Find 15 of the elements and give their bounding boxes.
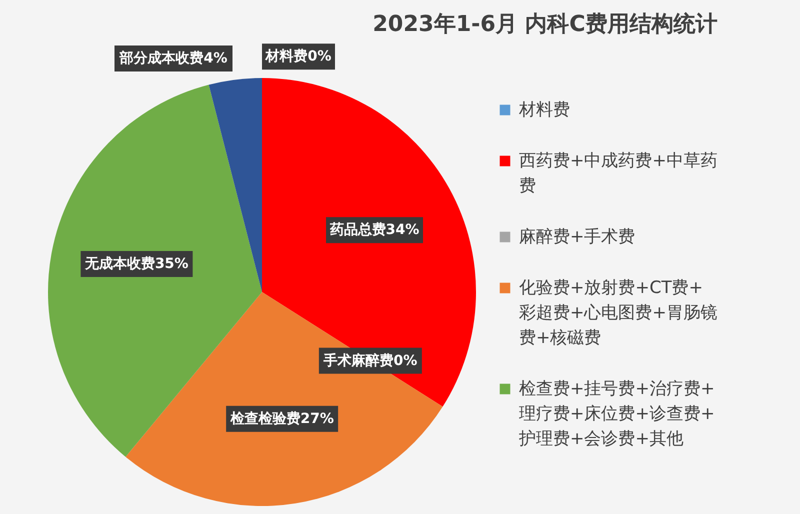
legend-label: 西药费+中成药费+中草药费	[519, 151, 718, 196]
data-label: 无成本收费35%	[84, 256, 188, 272]
legend-label: 麻醉费+手术费	[519, 227, 636, 247]
legend-label: 材料费	[518, 100, 570, 120]
pie-slice	[126, 292, 443, 506]
data-label: 药品总费34%	[328, 222, 420, 238]
data-label: 检查检验费27%	[229, 410, 334, 427]
data-label: 部分成本收费4%	[118, 49, 228, 66]
pie-slice	[262, 78, 476, 407]
legend-label: 化验费+放射费+CT费+彩超费+心电图费+胃肠镜费+核磁费	[519, 278, 718, 348]
legend-label: 检查费+挂号费+治疗费+理疗费+床位费+诊查费+护理费+会诊费+其他	[518, 379, 715, 449]
text: 材料费0%	[266, 48, 332, 65]
text: 手术麻醉费0%	[324, 352, 418, 369]
pie-slice	[208, 78, 262, 292]
chart-title: 2023年1-6月 内科C费用结构统计	[372, 11, 718, 37]
